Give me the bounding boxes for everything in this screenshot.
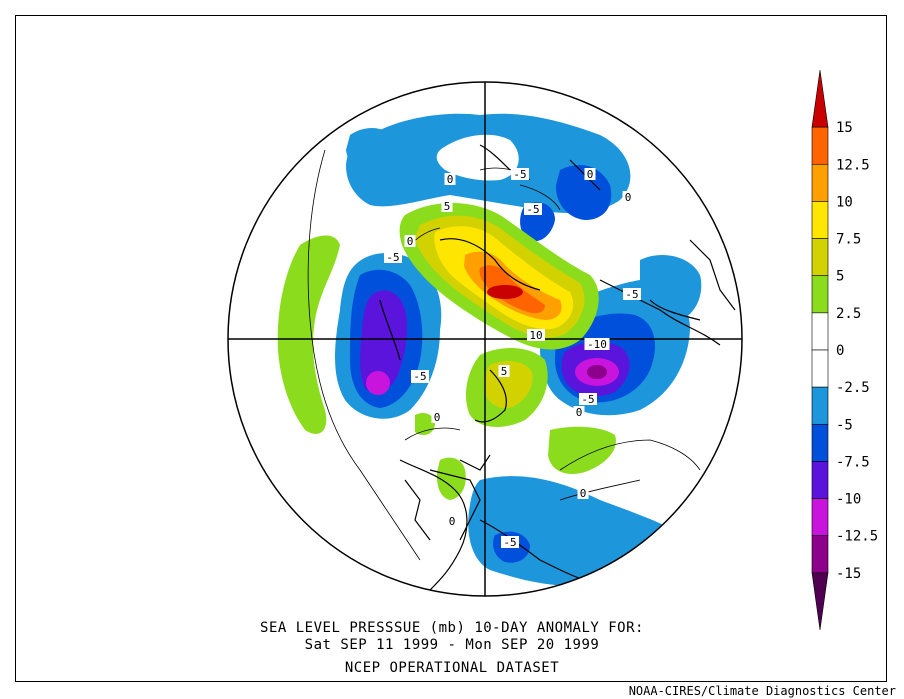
- colorbar-segment: [811, 461, 829, 499]
- colorbar-segment: [811, 201, 829, 239]
- contour-label: 0: [447, 173, 454, 186]
- contour-label-box: [584, 338, 610, 350]
- colorbar-segment: [811, 423, 829, 462]
- colorbar-label: -5: [836, 417, 853, 433]
- contour-label-box: [622, 191, 634, 203]
- colorbar-label: -2.5: [836, 380, 870, 396]
- contour-label: 0: [625, 191, 632, 204]
- colorbar-segment: [811, 535, 829, 574]
- contour-label: 0: [587, 168, 594, 181]
- colorbar-label: 2.5: [836, 306, 861, 322]
- contour-label: 0: [580, 487, 587, 500]
- colorbar-segment: [811, 238, 829, 277]
- contour-label: -5: [513, 168, 526, 181]
- colorbar-segment: [811, 349, 829, 388]
- contour-label: -5: [386, 251, 399, 264]
- title-line-3: NCEP OPERATIONAL DATASET: [344, 660, 560, 676]
- colorbar-segment: [811, 498, 829, 537]
- pos-region-mid-yellow: [484, 360, 533, 409]
- contour-label: -5: [625, 288, 638, 301]
- colorbar-label: 0: [836, 343, 844, 359]
- colorbar: 15 12.5 10 7.5 5 2.5 0 -2.5 -5 -7.5 -10 -12.5 -15: [811, 69, 878, 631]
- contour-label-box: [498, 365, 510, 377]
- contour-label-box: [623, 288, 641, 300]
- contour-label: -5: [581, 393, 594, 406]
- pos-core: [487, 285, 523, 299]
- neg-region-top-right: [555, 165, 612, 220]
- colorbar-segment: [811, 312, 829, 351]
- contour-label-box: [584, 168, 596, 180]
- neg-core-left: [366, 371, 390, 395]
- contour-label-box: [524, 203, 542, 215]
- colorbar-segment: [811, 69, 829, 128]
- contour-lines: [307, 149, 701, 561]
- colorbar-label: -7.5: [836, 454, 870, 470]
- neg-region-left-purple: [360, 290, 408, 393]
- colorbar-segment: [811, 572, 829, 631]
- colorbar-label: 7.5: [836, 232, 861, 248]
- contour-label-box: [511, 168, 529, 180]
- contour-label-box: [579, 393, 597, 405]
- contour-label-box: [527, 329, 545, 341]
- pos-region-bottom-left: [436, 457, 466, 500]
- contour-label: -5: [413, 370, 426, 383]
- colorbar-label: 15: [836, 120, 853, 136]
- colorbar-label: -15: [836, 566, 861, 582]
- contour-label-box: [446, 515, 458, 527]
- contour-label-box: [431, 411, 443, 423]
- contour-label-box: [577, 487, 589, 499]
- contour-label: 0: [407, 235, 414, 248]
- pos-region-left-strip: [277, 235, 340, 434]
- contour-label: 5: [444, 200, 451, 213]
- contour-label: 0: [434, 411, 441, 424]
- neg-region-top-left: [346, 128, 397, 180]
- pos-region-right-bottom: [548, 426, 616, 475]
- contour-label-box: [573, 406, 585, 418]
- contour-label: 10: [529, 329, 542, 342]
- contour-label: -10: [587, 338, 607, 351]
- contour-label-box: [404, 235, 416, 247]
- contour-label-box: [501, 536, 519, 548]
- colorbar-label: -10: [836, 492, 861, 508]
- contour-label: 0: [449, 515, 456, 528]
- contour-label-box: [411, 370, 429, 382]
- colorbar-segment: [811, 386, 829, 425]
- contour-label: 5: [501, 365, 508, 378]
- contour-label: 0: [576, 406, 583, 419]
- title-line-1: SEA LEVEL PRESSSUE (mb) 10-DAY ANOMALY F…: [260, 620, 644, 636]
- anomaly-fields: [277, 113, 702, 587]
- title-line-2: Sat SEP 11 1999 - Mon SEP 20 1999: [304, 637, 600, 653]
- contour-label-box: [441, 200, 453, 212]
- colorbar-label: 12.5: [836, 157, 870, 173]
- contour-label-box: [384, 251, 402, 263]
- colorbar-segment: [811, 275, 829, 314]
- colorbar-segment: [811, 163, 829, 202]
- colorbar-label: 10: [836, 194, 853, 210]
- contour-label: -5: [526, 203, 539, 216]
- colorbar-label: 5: [836, 269, 844, 285]
- colorbar-label: -12.5: [836, 529, 878, 545]
- colorbar-segment: [811, 126, 829, 165]
- neg-region-top-white: [436, 134, 519, 181]
- contour-label-box: [444, 173, 456, 185]
- credit-text: NOAA-CIRES/Climate Diagnostics Center: [628, 684, 896, 698]
- contour-label: -5: [503, 536, 516, 549]
- neg-core-right-deep: [587, 365, 607, 379]
